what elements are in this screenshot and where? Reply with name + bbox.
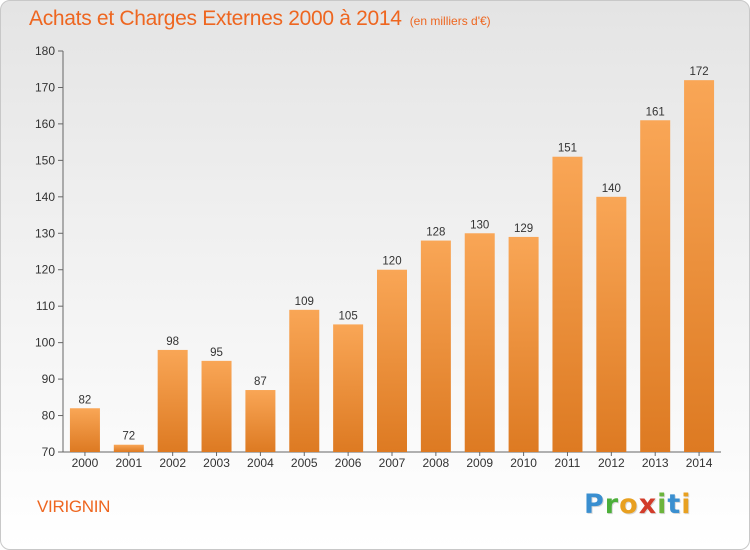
- bar-value-label: 130: [470, 219, 489, 231]
- x-tick-label: 2004: [247, 456, 274, 470]
- x-tick-label: 2013: [642, 456, 669, 470]
- y-tick-label: 180: [35, 44, 55, 58]
- logo-letter: r: [604, 489, 620, 520]
- logo-letter: o: [619, 489, 639, 520]
- logo-letter: x: [638, 489, 658, 520]
- chart-title: Achats et Charges Externes 2000 à 2014 (e…: [29, 7, 491, 31]
- bar-value-label: 87: [254, 376, 267, 388]
- bar: [377, 269, 407, 452]
- x-tick-label: 2008: [423, 456, 450, 470]
- y-tick-label: 110: [36, 299, 55, 313]
- bar: [420, 240, 451, 452]
- y-tick-label: 120: [35, 263, 55, 277]
- bar: [464, 233, 495, 452]
- bar-value-label: 105: [339, 310, 358, 322]
- bar-value-label: 151: [558, 143, 577, 155]
- x-tick-label: 2002: [159, 456, 186, 470]
- x-tick-label: 2005: [291, 456, 318, 470]
- logo-letter: t: [667, 489, 682, 520]
- bar-value-label: 140: [602, 183, 621, 195]
- bar: [596, 196, 627, 452]
- bar: [245, 390, 276, 452]
- y-tick-label: 160: [35, 117, 55, 131]
- x-tick-label: 2011: [555, 456, 581, 470]
- bar-value-label: 129: [514, 223, 533, 235]
- bar: [113, 444, 144, 452]
- bar-value-label: 95: [210, 347, 223, 359]
- y-tick-label: 90: [42, 372, 56, 386]
- logo-letter: i: [681, 489, 692, 520]
- bar: [508, 236, 539, 452]
- x-tick-label: 2001: [115, 456, 142, 470]
- x-tick-label: 2003: [203, 456, 230, 470]
- x-tick-label: 2006: [335, 456, 362, 470]
- y-tick-label: 100: [35, 336, 55, 350]
- x-tick-label: 2000: [72, 456, 99, 470]
- bar: [201, 360, 232, 452]
- logo-letter: i: [657, 489, 668, 520]
- bar-value-label: 109: [295, 296, 314, 308]
- bar-value-label: 82: [79, 394, 92, 406]
- y-tick-label: 140: [35, 190, 55, 204]
- x-tick-label: 2012: [598, 456, 625, 470]
- y-tick-label: 170: [35, 80, 55, 94]
- bar-value-label: 172: [689, 66, 708, 78]
- proxiti-logo: Proxiti: [584, 489, 692, 520]
- y-tick-label: 80: [42, 409, 56, 423]
- y-tick-label: 130: [35, 226, 55, 240]
- commune-name: VIRIGNIN: [37, 497, 111, 516]
- chart-subtitle: (en milliers d'€): [409, 14, 491, 28]
- logo-letter: P: [584, 489, 605, 520]
- x-tick-label: 2010: [510, 456, 537, 470]
- chart-title-text: Achats et Charges Externes 2000 à 2014: [29, 7, 402, 30]
- x-tick-label: 2007: [379, 456, 406, 470]
- y-tick-label: 150: [35, 153, 55, 167]
- bar: [69, 408, 100, 452]
- bar-value-label: 120: [382, 256, 401, 268]
- x-tick-label: 2014: [686, 456, 713, 470]
- y-tick-label: 70: [42, 445, 56, 459]
- bar-value-label: 72: [122, 431, 135, 443]
- bar: [684, 80, 715, 452]
- bar: [289, 309, 320, 452]
- bar-value-label: 128: [426, 227, 445, 239]
- bar: [333, 324, 364, 452]
- bar: [640, 120, 671, 452]
- bar: [157, 349, 188, 452]
- bar-value-label: 98: [166, 336, 179, 348]
- x-tick-label: 2009: [466, 456, 493, 470]
- bar-value-label: 161: [646, 106, 665, 118]
- bar: [552, 156, 583, 452]
